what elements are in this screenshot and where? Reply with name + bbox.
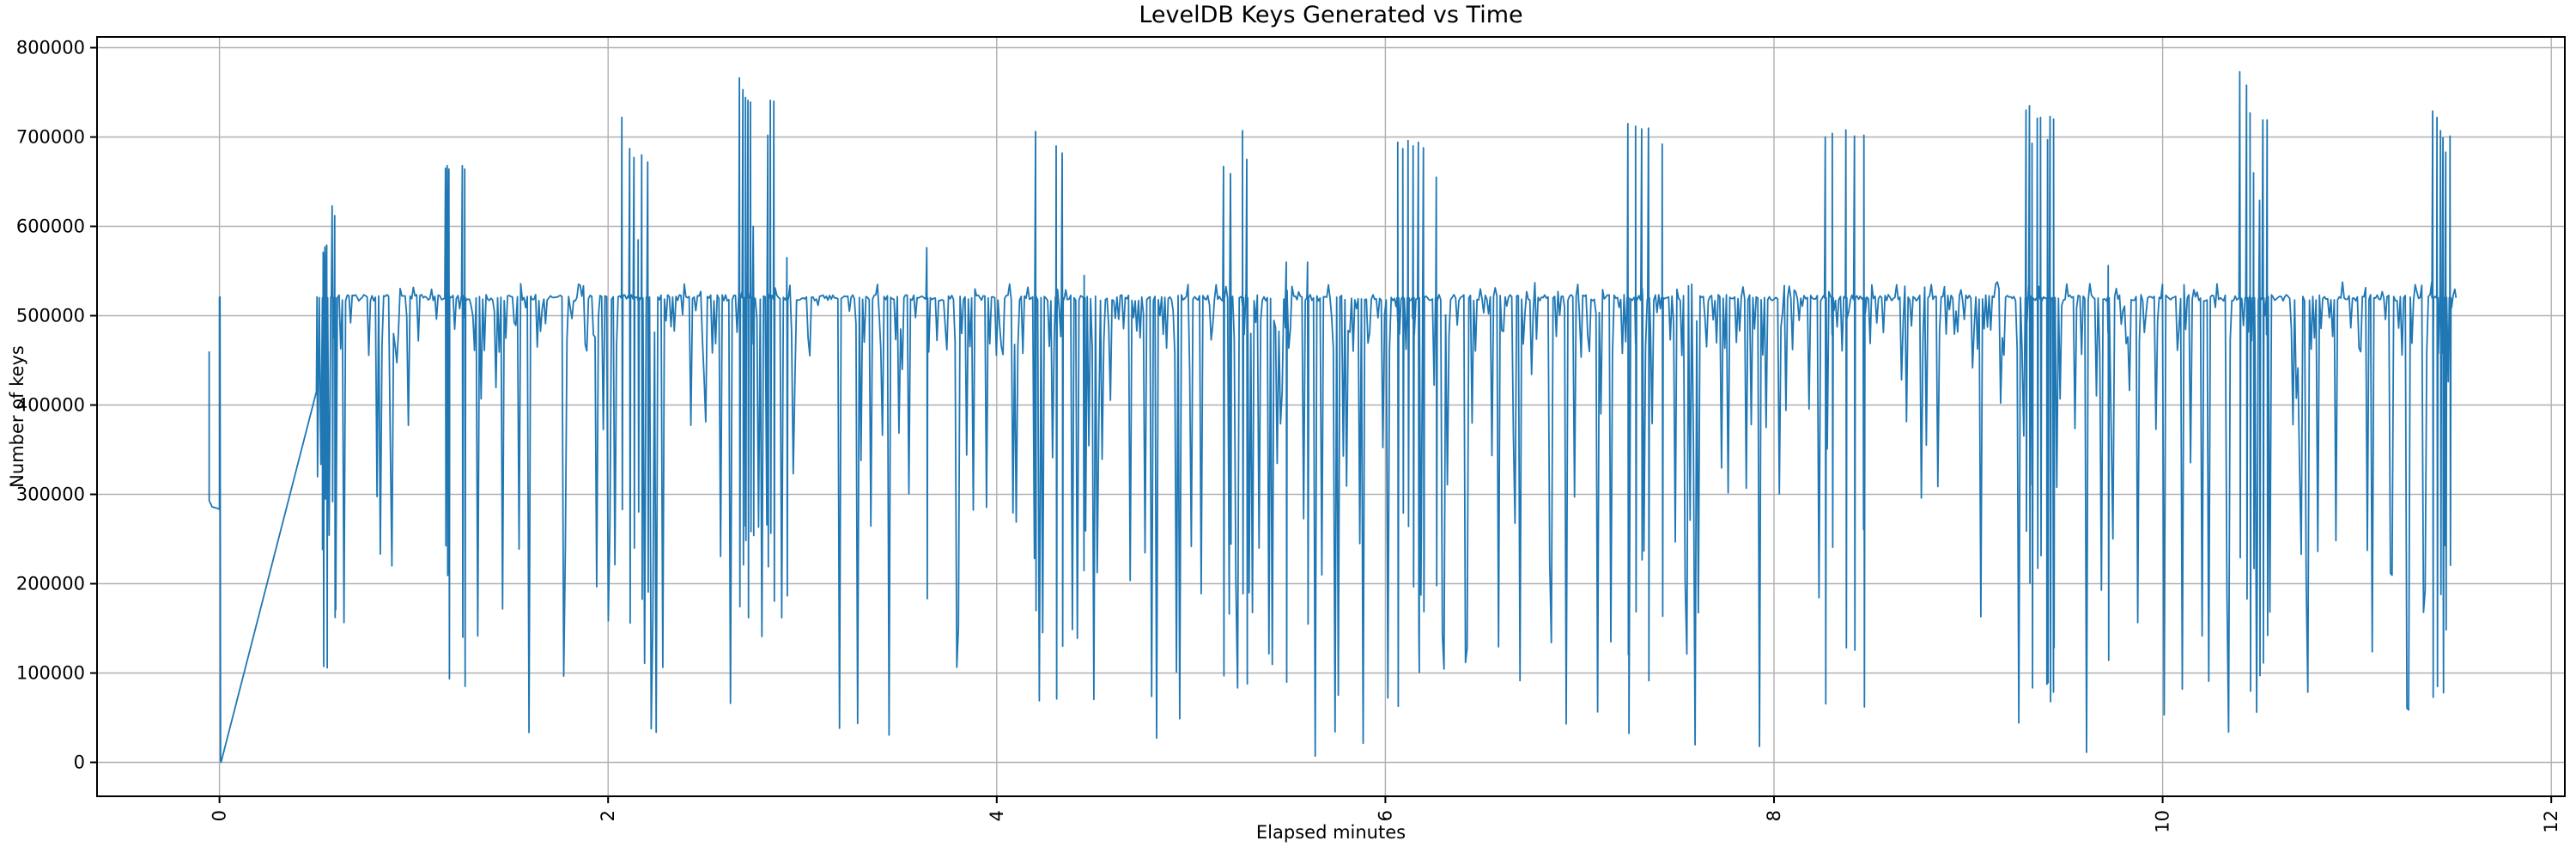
x-tick-label: 4 [987, 810, 1007, 821]
keys-series-line [208, 70, 2458, 764]
y-tick-label: 400000 [16, 395, 85, 416]
y-tick-label: 0 [74, 752, 85, 773]
x-axis-label: Elapsed minutes [1255, 822, 1406, 843]
x-tick-label: 12 [2541, 810, 2561, 833]
y-tick-label: 500000 [16, 306, 85, 326]
x-tick-label: 8 [1764, 810, 1784, 821]
y-axis-label: Number of keys [7, 345, 27, 488]
y-tick-label: 200000 [16, 574, 85, 594]
y-tick-label: 800000 [16, 38, 85, 58]
chart-title: LevelDB Keys Generated vs Time [1139, 2, 1523, 28]
axes-frame [96, 36, 2566, 797]
x-tick-label: 2 [598, 810, 618, 821]
y-tick-label: 700000 [16, 127, 85, 148]
x-tick-label: 0 [210, 810, 230, 821]
y-tick-label: 600000 [16, 216, 85, 237]
x-tick-label: 10 [2153, 810, 2173, 833]
x-tick-label: 6 [1375, 810, 1395, 821]
y-tick-label: 300000 [16, 484, 85, 505]
y-tick-label: 100000 [16, 663, 85, 684]
